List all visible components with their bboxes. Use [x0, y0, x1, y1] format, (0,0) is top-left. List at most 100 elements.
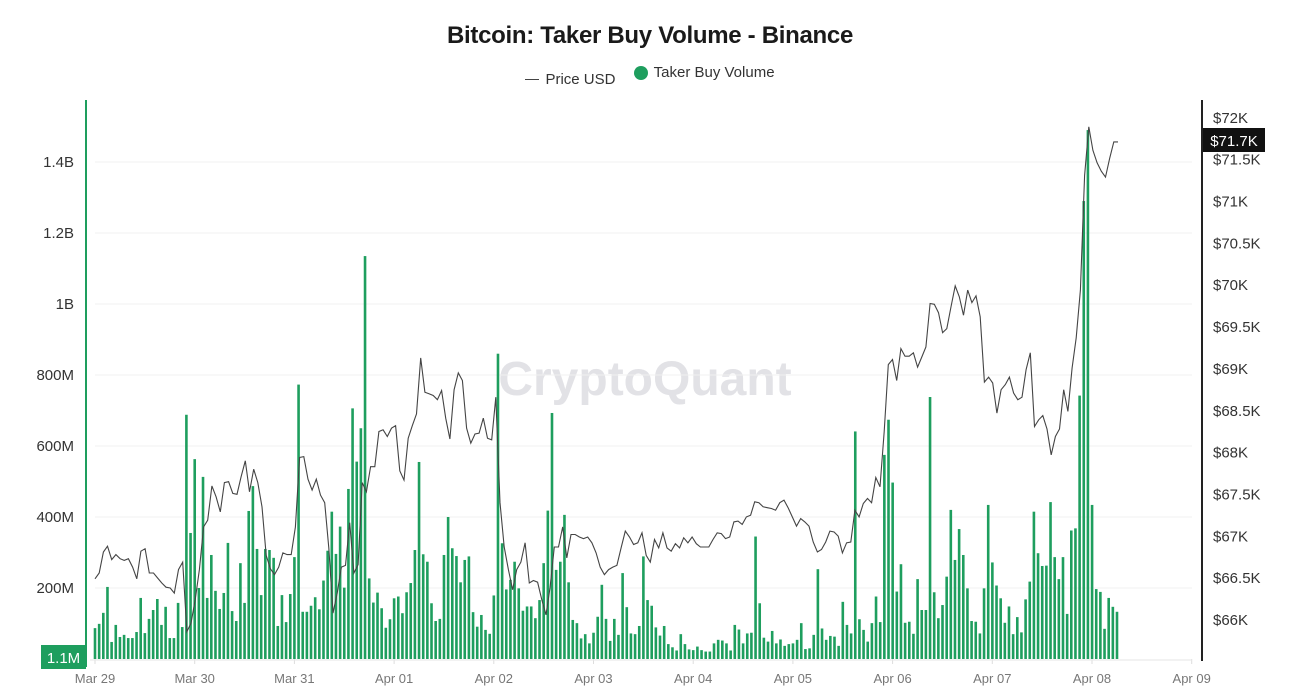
- volume-bar: [795, 639, 799, 659]
- volume-bar: [866, 641, 870, 659]
- volume-bar: [1070, 530, 1073, 659]
- volume-bar: [941, 605, 944, 659]
- volume-bar: [392, 598, 396, 659]
- volume-bar: [737, 629, 741, 659]
- volume-bar: [567, 582, 570, 659]
- volume-bar: [899, 564, 903, 659]
- volume-bar: [143, 633, 147, 659]
- volume-bar: [779, 639, 782, 659]
- volume-bar: [604, 618, 608, 659]
- volume-bar: [1094, 589, 1098, 659]
- volume-bar: [305, 611, 309, 659]
- volume-bar: [367, 578, 371, 659]
- volume-bar: [1074, 528, 1077, 659]
- volume-bar: [1053, 557, 1056, 659]
- volume-bar: [135, 632, 138, 659]
- volume-bar: [758, 603, 762, 659]
- volume-bar: [559, 561, 562, 659]
- volume-bar: [650, 605, 653, 659]
- volume-bar: [804, 649, 807, 659]
- y-right-tick-label: $69.5K: [1213, 319, 1261, 336]
- volume-bar: [762, 637, 766, 659]
- x-tick-label: Apr 08: [1073, 671, 1111, 686]
- volume-bar: [1011, 634, 1015, 659]
- volume-bar: [293, 557, 296, 659]
- x-tick-label: Apr 01: [375, 671, 413, 686]
- volume-bar: [974, 621, 978, 659]
- volume-bar: [912, 633, 915, 659]
- marker-label: 1.1M: [47, 650, 80, 667]
- volume-bar: [363, 256, 367, 659]
- volume-bar: [471, 612, 475, 659]
- volume-bar: [891, 482, 894, 659]
- volume-bar: [775, 643, 778, 659]
- volume-bar: [617, 634, 620, 659]
- volume-bar: [467, 556, 471, 659]
- volume-bar: [446, 517, 450, 659]
- volume-bar: [513, 561, 516, 659]
- y-right-tick-label: $66.5K: [1213, 570, 1261, 587]
- volume-bar: [621, 573, 624, 659]
- chart-title: Bitcoin: Taker Buy Volume - Binance: [446, 22, 854, 49]
- volume-bar: [97, 623, 101, 659]
- volume-bar: [646, 600, 649, 659]
- volume-bar: [1024, 599, 1027, 659]
- volume-bar: [521, 610, 525, 659]
- volume-bar: [874, 596, 878, 659]
- volume-bar: [384, 627, 388, 659]
- volume-bar: [729, 650, 732, 659]
- volume-bar: [1028, 581, 1032, 659]
- y-left-tick-label: 200M: [36, 580, 74, 597]
- volume-bar: [982, 588, 986, 659]
- volume-bar: [280, 595, 284, 659]
- volume-bar: [824, 639, 828, 659]
- volume-bar: [372, 602, 375, 659]
- volume-bar: [106, 586, 109, 659]
- volume-bar: [164, 606, 167, 659]
- volume-bar: [201, 476, 205, 659]
- volume-bar: [218, 608, 221, 659]
- volume-bar: [588, 643, 591, 659]
- legend-item-volume[interactable]: Taker Buy Volume: [633, 64, 775, 81]
- volume-bar: [837, 645, 840, 659]
- volume-bar: [1065, 613, 1069, 659]
- volume-bar: [313, 597, 317, 659]
- volume-bar: [1086, 130, 1090, 660]
- volume-bar: [721, 640, 724, 659]
- volume-bar: [496, 353, 500, 659]
- volume-bar: [359, 428, 363, 659]
- volume-bar: [833, 636, 836, 659]
- y-right-tick-label: $71.5K: [1213, 152, 1261, 169]
- legend: Price USD Taker Buy Volume: [0, 64, 1300, 88]
- volume-bar: [222, 592, 226, 659]
- volume-bar: [754, 536, 757, 659]
- volume-bar: [895, 591, 899, 659]
- volume-bar: [210, 554, 213, 659]
- volume-bar: [156, 599, 159, 659]
- volume-bar: [484, 629, 487, 659]
- volume-bar: [255, 548, 259, 659]
- volume-bar: [338, 526, 342, 659]
- volume-bar: [637, 625, 641, 659]
- volume-bar: [600, 584, 604, 659]
- volume-bar: [546, 510, 550, 659]
- volume-bar: [529, 606, 533, 659]
- y-right-tick-label: $67K: [1213, 528, 1248, 545]
- x-tick-label: Apr 09: [1173, 671, 1211, 686]
- volume-bar: [413, 550, 417, 659]
- volume-bar: [949, 509, 953, 659]
- x-tick-label: Apr 07: [973, 671, 1011, 686]
- volume-bar: [961, 554, 965, 659]
- volume-bar: [139, 597, 142, 659]
- volume-bar: [903, 622, 907, 659]
- volume-bar: [1061, 557, 1065, 659]
- volume-bar: [608, 640, 612, 659]
- volume-bar: [978, 633, 982, 659]
- volume-bar: [870, 623, 874, 659]
- volume-bar: [932, 592, 936, 659]
- volume-bar: [712, 643, 716, 659]
- volume-bar: [525, 606, 529, 659]
- legend-item-price[interactable]: Price USD: [525, 71, 615, 88]
- x-tick-label: Apr 06: [873, 671, 911, 686]
